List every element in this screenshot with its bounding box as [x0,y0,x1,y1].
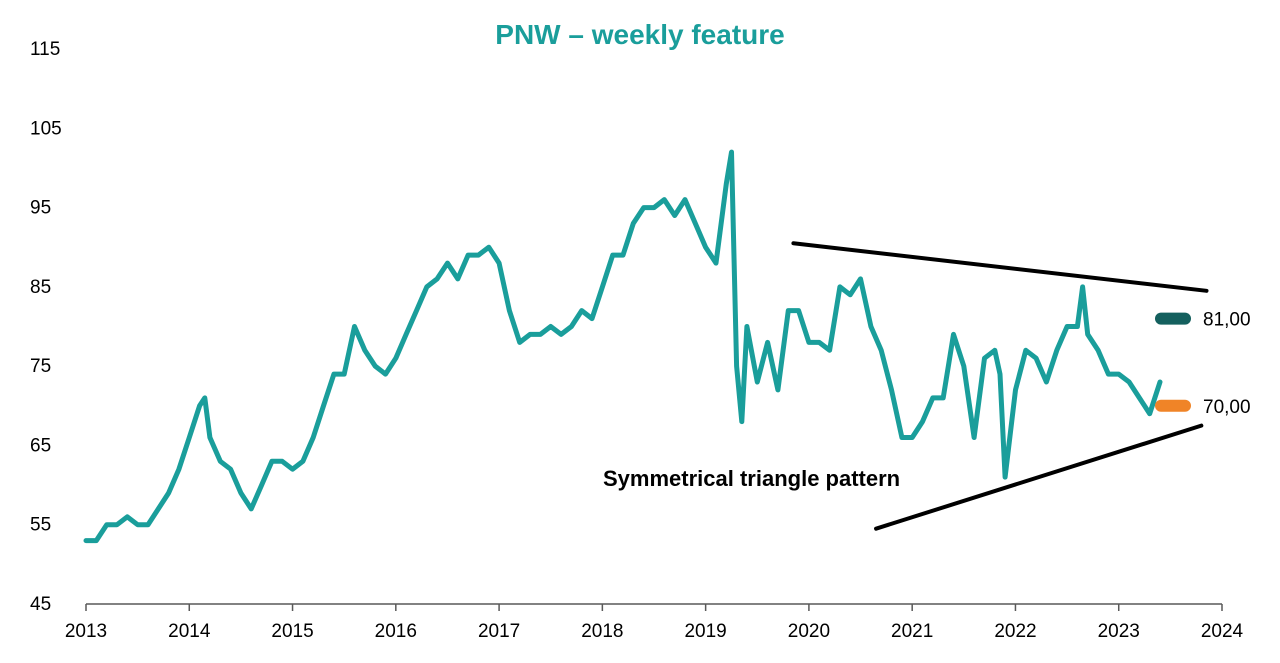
x-tick-label: 2023 [1098,621,1140,642]
level-label: 81,00 [1203,310,1251,331]
upper-trendline [791,241,1209,293]
x-tick-label: 2019 [684,621,726,642]
x-tick-label: 2024 [1201,621,1244,642]
y-tick-label: 45 [30,594,51,615]
x-tick-label: 2021 [891,621,933,642]
x-tick-label: 2013 [65,621,107,642]
x-axis: 2013 2014 2015 2016 2017 2018 2019 2020 2021 2022… [65,603,1244,642]
x-tick-label: 2022 [994,621,1036,642]
x-tick-label: 2020 [788,621,830,642]
chart-title: PNW – weekly feature [495,19,784,50]
level-label: 70,00 [1203,397,1251,418]
series-layer [83,149,1163,544]
pattern-label: Symmetrical triangle pattern [603,466,900,491]
y-tick-label: 75 [30,356,51,377]
trendline-layer [791,241,1209,531]
y-tick-label: 95 [30,198,51,219]
x-tick-label: 2017 [478,621,520,642]
y-axis-ticks: 45 55 65 75 85 95 105 115 [30,39,62,615]
lower-trendline [874,423,1204,531]
x-tick-label: 2014 [168,621,211,642]
y-tick-label: 65 [30,435,51,456]
x-tick-label: 2015 [271,621,313,642]
x-tick-label: 2016 [375,621,417,642]
y-tick-label: 105 [30,118,62,139]
y-tick-label: 115 [30,39,60,60]
x-tick-label: 2018 [581,621,623,642]
y-tick-label: 55 [30,515,51,536]
price-line [83,149,1163,544]
level-markers: 81,00 70,00 [1155,310,1251,418]
y-tick-label: 85 [30,277,51,298]
